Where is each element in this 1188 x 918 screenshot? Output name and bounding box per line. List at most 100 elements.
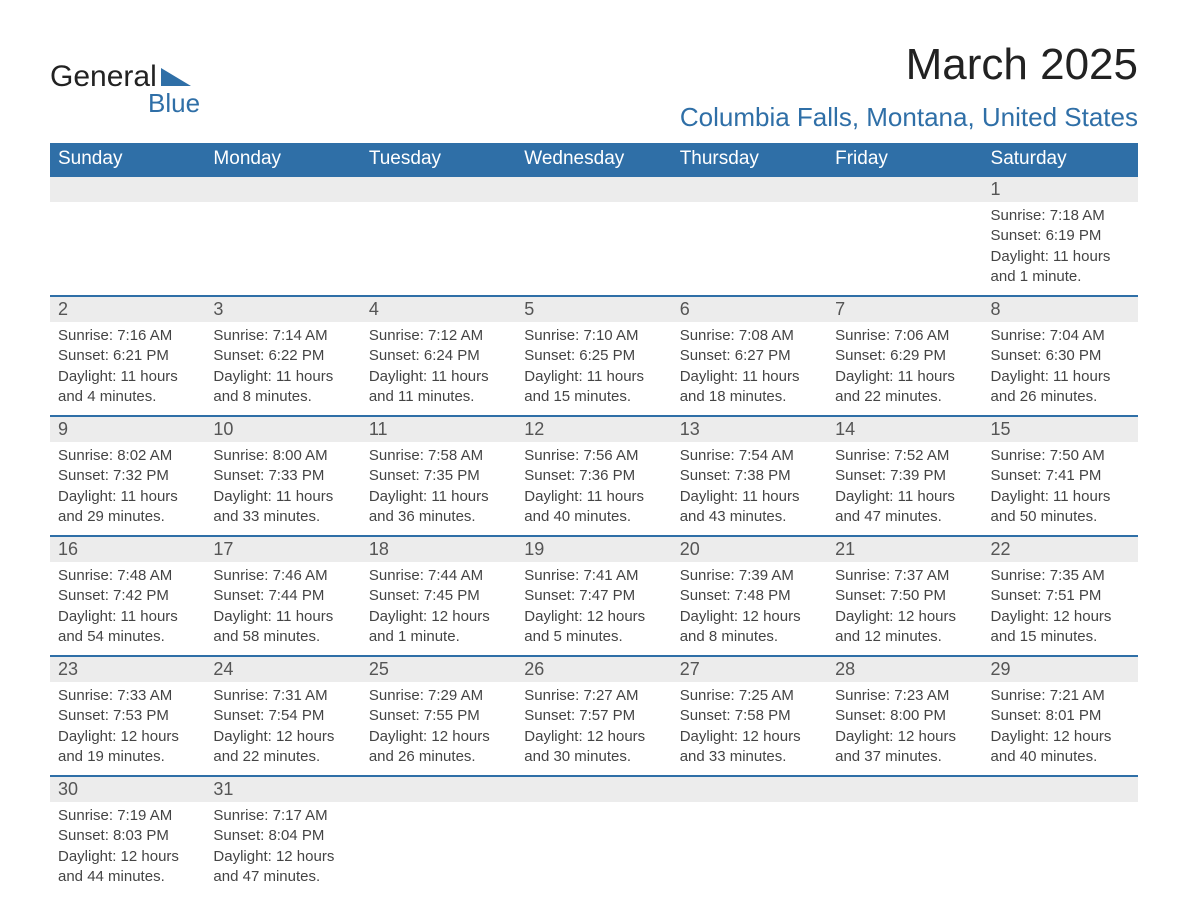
daylight-text: Daylight: 12 hours and 19 minutes. bbox=[58, 727, 197, 768]
day-cell: Sunrise: 7:25 AMSunset: 7:58 PMDaylight:… bbox=[672, 682, 827, 776]
day-cell: Sunrise: 7:06 AMSunset: 6:29 PMDaylight:… bbox=[827, 322, 982, 416]
day-cell bbox=[672, 202, 827, 296]
day-cell: Sunrise: 7:35 AMSunset: 7:51 PMDaylight:… bbox=[983, 562, 1138, 656]
calendar-table: Sunday Monday Tuesday Wednesday Thursday… bbox=[50, 143, 1138, 895]
day-number: 23 bbox=[50, 656, 205, 682]
sunset-text: Sunset: 8:01 PM bbox=[991, 706, 1130, 726]
logo-general: General bbox=[50, 60, 157, 94]
sunset-text: Sunset: 6:25 PM bbox=[524, 346, 663, 366]
daynum-row: 9101112131415 bbox=[50, 416, 1138, 442]
sunrise-text: Sunrise: 7:16 AM bbox=[58, 326, 197, 346]
weekday-header: Thursday bbox=[672, 143, 827, 176]
day-number bbox=[516, 176, 671, 202]
day-number: 15 bbox=[983, 416, 1138, 442]
day-cell: Sunrise: 7:31 AMSunset: 7:54 PMDaylight:… bbox=[205, 682, 360, 776]
day-number bbox=[672, 776, 827, 802]
day-cell: Sunrise: 7:37 AMSunset: 7:50 PMDaylight:… bbox=[827, 562, 982, 656]
day-cell: Sunrise: 7:08 AMSunset: 6:27 PMDaylight:… bbox=[672, 322, 827, 416]
daylight-text: Daylight: 11 hours and 11 minutes. bbox=[369, 367, 508, 408]
day-number: 5 bbox=[516, 296, 671, 322]
day-number bbox=[827, 776, 982, 802]
daylight-text: Daylight: 11 hours and 15 minutes. bbox=[524, 367, 663, 408]
sunrise-text: Sunrise: 7:31 AM bbox=[213, 686, 352, 706]
sunset-text: Sunset: 7:58 PM bbox=[680, 706, 819, 726]
day-number: 25 bbox=[361, 656, 516, 682]
day-cell: Sunrise: 7:56 AMSunset: 7:36 PMDaylight:… bbox=[516, 442, 671, 536]
sunset-text: Sunset: 7:48 PM bbox=[680, 586, 819, 606]
location: Columbia Falls, Montana, United States bbox=[680, 102, 1138, 133]
weekday-header: Saturday bbox=[983, 143, 1138, 176]
daylight-text: Daylight: 11 hours and 43 minutes. bbox=[680, 487, 819, 528]
sunrise-text: Sunrise: 8:02 AM bbox=[58, 446, 197, 466]
day-cell: Sunrise: 7:33 AMSunset: 7:53 PMDaylight:… bbox=[50, 682, 205, 776]
sunrise-text: Sunrise: 7:44 AM bbox=[369, 566, 508, 586]
day-number: 22 bbox=[983, 536, 1138, 562]
sunset-text: Sunset: 7:55 PM bbox=[369, 706, 508, 726]
day-number: 18 bbox=[361, 536, 516, 562]
daylight-text: Daylight: 12 hours and 15 minutes. bbox=[991, 607, 1130, 648]
sunset-text: Sunset: 7:54 PM bbox=[213, 706, 352, 726]
day-cell: Sunrise: 8:02 AMSunset: 7:32 PMDaylight:… bbox=[50, 442, 205, 536]
logo-blue: Blue bbox=[148, 88, 200, 119]
data-row: Sunrise: 7:19 AMSunset: 8:03 PMDaylight:… bbox=[50, 802, 1138, 895]
title-block: March 2025 Columbia Falls, Montana, Unit… bbox=[680, 40, 1138, 133]
daylight-text: Daylight: 11 hours and 18 minutes. bbox=[680, 367, 819, 408]
day-cell: Sunrise: 7:29 AMSunset: 7:55 PMDaylight:… bbox=[361, 682, 516, 776]
header: General Blue March 2025 Columbia Falls, … bbox=[50, 40, 1138, 133]
day-cell bbox=[516, 202, 671, 296]
sunset-text: Sunset: 7:50 PM bbox=[835, 586, 974, 606]
month-title: March 2025 bbox=[680, 40, 1138, 90]
daylight-text: Daylight: 11 hours and 54 minutes. bbox=[58, 607, 197, 648]
daylight-text: Daylight: 12 hours and 37 minutes. bbox=[835, 727, 974, 768]
sunrise-text: Sunrise: 8:00 AM bbox=[213, 446, 352, 466]
day-number: 2 bbox=[50, 296, 205, 322]
daylight-text: Daylight: 11 hours and 36 minutes. bbox=[369, 487, 508, 528]
sunset-text: Sunset: 7:41 PM bbox=[991, 466, 1130, 486]
sunrise-text: Sunrise: 7:18 AM bbox=[991, 206, 1130, 226]
day-cell: Sunrise: 7:46 AMSunset: 7:44 PMDaylight:… bbox=[205, 562, 360, 656]
day-number bbox=[205, 176, 360, 202]
daynum-row: 1 bbox=[50, 176, 1138, 202]
day-cell: Sunrise: 7:16 AMSunset: 6:21 PMDaylight:… bbox=[50, 322, 205, 416]
day-number: 13 bbox=[672, 416, 827, 442]
sunset-text: Sunset: 7:57 PM bbox=[524, 706, 663, 726]
data-row: Sunrise: 8:02 AMSunset: 7:32 PMDaylight:… bbox=[50, 442, 1138, 536]
daylight-text: Daylight: 11 hours and 47 minutes. bbox=[835, 487, 974, 528]
day-cell bbox=[205, 202, 360, 296]
daylight-text: Daylight: 11 hours and 22 minutes. bbox=[835, 367, 974, 408]
weekday-header: Monday bbox=[205, 143, 360, 176]
day-number: 28 bbox=[827, 656, 982, 682]
day-number: 17 bbox=[205, 536, 360, 562]
sunrise-text: Sunrise: 7:17 AM bbox=[213, 806, 352, 826]
sunset-text: Sunset: 7:51 PM bbox=[991, 586, 1130, 606]
weekday-row: Sunday Monday Tuesday Wednesday Thursday… bbox=[50, 143, 1138, 176]
day-number: 12 bbox=[516, 416, 671, 442]
day-cell: Sunrise: 7:50 AMSunset: 7:41 PMDaylight:… bbox=[983, 442, 1138, 536]
day-cell: Sunrise: 7:41 AMSunset: 7:47 PMDaylight:… bbox=[516, 562, 671, 656]
sunrise-text: Sunrise: 7:29 AM bbox=[369, 686, 508, 706]
day-cell: Sunrise: 7:54 AMSunset: 7:38 PMDaylight:… bbox=[672, 442, 827, 536]
sunrise-text: Sunrise: 7:27 AM bbox=[524, 686, 663, 706]
sunrise-text: Sunrise: 7:23 AM bbox=[835, 686, 974, 706]
sunrise-text: Sunrise: 7:37 AM bbox=[835, 566, 974, 586]
day-cell bbox=[361, 202, 516, 296]
weekday-header: Sunday bbox=[50, 143, 205, 176]
day-number: 4 bbox=[361, 296, 516, 322]
day-number: 31 bbox=[205, 776, 360, 802]
day-cell: Sunrise: 7:58 AMSunset: 7:35 PMDaylight:… bbox=[361, 442, 516, 536]
daylight-text: Daylight: 11 hours and 8 minutes. bbox=[213, 367, 352, 408]
day-number: 26 bbox=[516, 656, 671, 682]
day-cell bbox=[672, 802, 827, 895]
sunset-text: Sunset: 6:29 PM bbox=[835, 346, 974, 366]
sunrise-text: Sunrise: 7:41 AM bbox=[524, 566, 663, 586]
day-cell: Sunrise: 7:04 AMSunset: 6:30 PMDaylight:… bbox=[983, 322, 1138, 416]
day-cell: Sunrise: 7:48 AMSunset: 7:42 PMDaylight:… bbox=[50, 562, 205, 656]
day-number: 16 bbox=[50, 536, 205, 562]
daylight-text: Daylight: 11 hours and 50 minutes. bbox=[991, 487, 1130, 528]
day-number: 7 bbox=[827, 296, 982, 322]
calendar-body: 1Sunrise: 7:18 AMSunset: 6:19 PMDaylight… bbox=[50, 176, 1138, 895]
daylight-text: Daylight: 11 hours and 29 minutes. bbox=[58, 487, 197, 528]
sunset-text: Sunset: 6:27 PM bbox=[680, 346, 819, 366]
sunset-text: Sunset: 7:53 PM bbox=[58, 706, 197, 726]
daylight-text: Daylight: 12 hours and 1 minute. bbox=[369, 607, 508, 648]
